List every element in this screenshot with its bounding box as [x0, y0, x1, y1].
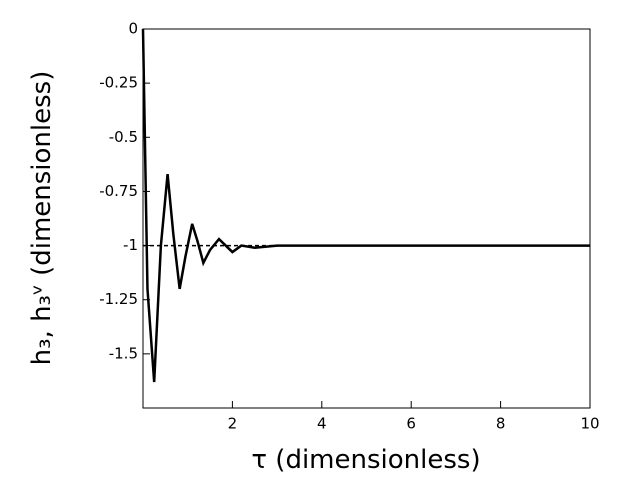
- x-tick-label: 4: [317, 415, 327, 433]
- plot-frame: [142, 28, 591, 409]
- y-tick-label: -1.5: [109, 344, 138, 362]
- x-axis-label: τ (dimensionless): [251, 445, 480, 475]
- y-tick-label: 0: [128, 20, 138, 38]
- y-tick-label: -0.25: [99, 74, 138, 92]
- y-tick-label: -0.75: [99, 182, 138, 200]
- x-tick-label: 2: [228, 415, 238, 433]
- x-tick-label: 10: [580, 415, 599, 433]
- y-tick-label: -1: [123, 236, 138, 254]
- y-axis-label: h₃, h₃ᵛ (dimensionless): [27, 71, 57, 366]
- y-tick-label: -1.25: [99, 290, 138, 308]
- line-series: [141, 28, 590, 383]
- x-tick-label: 8: [496, 415, 506, 433]
- y-tick-label: -0.5: [109, 128, 138, 146]
- x-tick-label: 6: [406, 415, 416, 433]
